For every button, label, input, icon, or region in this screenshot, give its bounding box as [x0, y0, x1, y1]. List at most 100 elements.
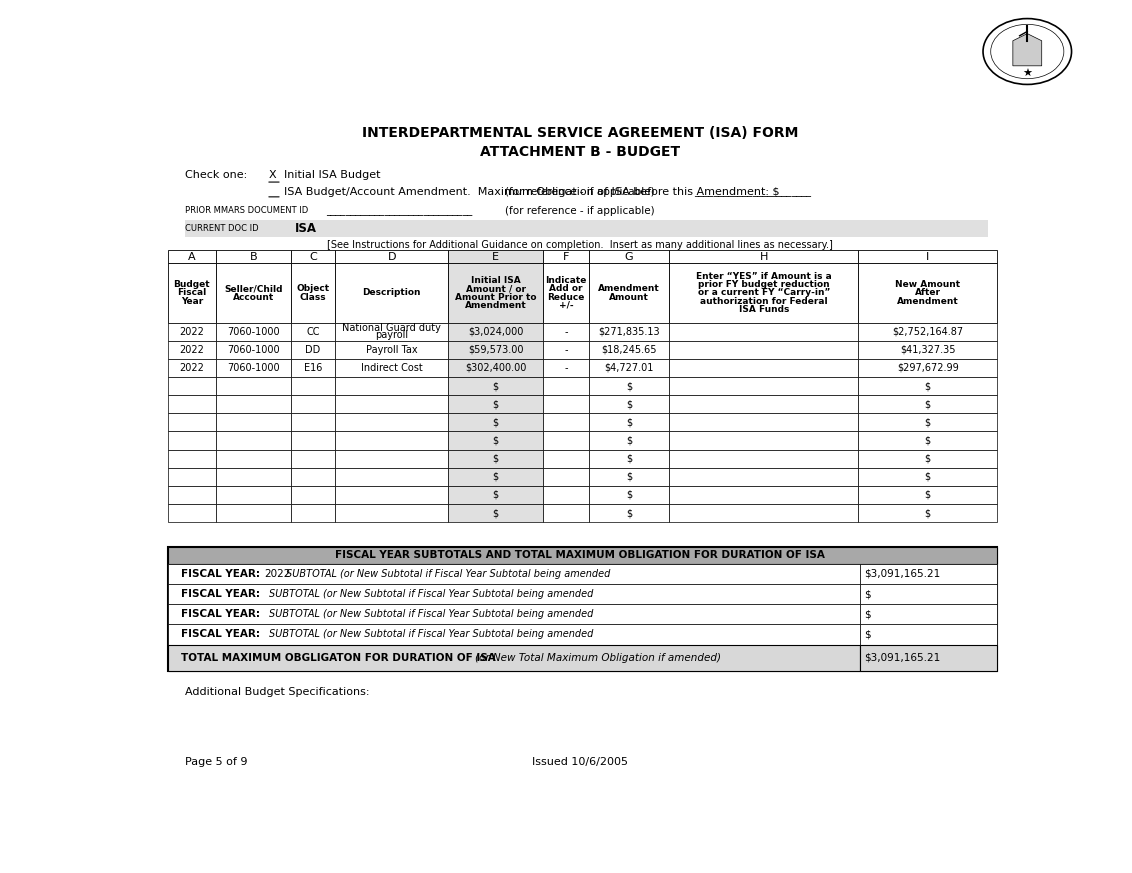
FancyBboxPatch shape [216, 468, 291, 486]
Text: or a current FY “Carry-in”: or a current FY “Carry-in” [697, 288, 830, 298]
FancyBboxPatch shape [669, 359, 858, 377]
Text: FISCAL YEAR:: FISCAL YEAR: [181, 569, 260, 579]
Text: ISA Budget/Account Amendment.  Maximum Obligation of ISA before this Amendment: : ISA Budget/Account Amendment. Maximum Ob… [284, 187, 780, 197]
Text: $: $ [925, 508, 931, 519]
FancyBboxPatch shape [589, 504, 669, 522]
FancyBboxPatch shape [589, 340, 669, 359]
FancyBboxPatch shape [589, 450, 669, 468]
Text: (or New Total Maximum Obligation if amended): (or New Total Maximum Obligation if amen… [475, 653, 721, 663]
Text: ★: ★ [1022, 70, 1032, 79]
FancyBboxPatch shape [448, 250, 543, 264]
FancyBboxPatch shape [335, 322, 448, 340]
Text: $: $ [626, 382, 633, 391]
FancyBboxPatch shape [168, 395, 216, 413]
FancyBboxPatch shape [216, 340, 291, 359]
Text: Indicate: Indicate [546, 277, 586, 285]
Text: $3,091,165.21: $3,091,165.21 [865, 653, 941, 663]
Text: $: $ [492, 382, 499, 391]
Text: Object: Object [297, 285, 329, 293]
Text: Add or: Add or [549, 285, 583, 293]
Text: ISA: ISA [295, 222, 317, 235]
Text: $: $ [925, 382, 931, 391]
Text: $: $ [626, 436, 633, 445]
FancyBboxPatch shape [186, 220, 988, 237]
FancyBboxPatch shape [860, 564, 997, 584]
FancyBboxPatch shape [168, 564, 860, 584]
Text: Description: Description [362, 288, 421, 298]
FancyBboxPatch shape [216, 359, 291, 377]
FancyBboxPatch shape [216, 264, 291, 322]
Text: $18,245.65: $18,245.65 [601, 345, 657, 354]
FancyBboxPatch shape [291, 377, 335, 395]
FancyBboxPatch shape [669, 504, 858, 522]
Text: (for reference - if applicable): (for reference - if applicable) [505, 187, 655, 197]
FancyBboxPatch shape [291, 250, 335, 264]
Text: 7060-1000: 7060-1000 [226, 345, 280, 354]
FancyBboxPatch shape [291, 322, 335, 340]
FancyBboxPatch shape [168, 340, 216, 359]
Text: INTERDEPARTMENTAL SERVICE AGREEMENT (ISA) FORM: INTERDEPARTMENTAL SERVICE AGREEMENT (ISA… [362, 126, 798, 140]
FancyBboxPatch shape [589, 359, 669, 377]
FancyBboxPatch shape [589, 413, 669, 431]
FancyBboxPatch shape [669, 377, 858, 395]
FancyBboxPatch shape [291, 486, 335, 504]
Text: (for reference - if applicable): (for reference - if applicable) [505, 206, 655, 216]
FancyBboxPatch shape [669, 322, 858, 340]
FancyBboxPatch shape [216, 322, 291, 340]
FancyBboxPatch shape [448, 264, 543, 322]
Text: ISA Funds: ISA Funds [739, 305, 789, 313]
FancyBboxPatch shape [669, 264, 858, 322]
Text: 7060-1000: 7060-1000 [226, 363, 280, 373]
Text: New Amount: New Amount [895, 280, 960, 290]
Text: E: E [492, 251, 499, 262]
FancyBboxPatch shape [858, 264, 997, 322]
FancyBboxPatch shape [669, 468, 858, 486]
FancyBboxPatch shape [858, 504, 997, 522]
FancyBboxPatch shape [589, 322, 669, 340]
Text: $: $ [626, 490, 633, 500]
FancyBboxPatch shape [216, 377, 291, 395]
Text: $: $ [925, 417, 931, 428]
Text: X: X [268, 170, 276, 181]
FancyBboxPatch shape [335, 450, 448, 468]
FancyBboxPatch shape [589, 250, 669, 264]
Text: Amendment: Amendment [897, 297, 959, 306]
FancyBboxPatch shape [543, 359, 589, 377]
FancyBboxPatch shape [543, 322, 589, 340]
FancyBboxPatch shape [543, 395, 589, 413]
FancyBboxPatch shape [168, 359, 216, 377]
FancyBboxPatch shape [858, 340, 997, 359]
FancyBboxPatch shape [168, 584, 860, 604]
FancyBboxPatch shape [448, 486, 543, 504]
Text: Reduce: Reduce [548, 292, 585, 301]
Text: CC: CC [306, 327, 319, 337]
FancyBboxPatch shape [291, 450, 335, 468]
FancyBboxPatch shape [291, 468, 335, 486]
Text: I: I [926, 251, 929, 262]
FancyBboxPatch shape [168, 264, 216, 322]
Text: Initial ISA Budget: Initial ISA Budget [284, 170, 381, 181]
FancyBboxPatch shape [860, 604, 997, 624]
FancyBboxPatch shape [448, 468, 543, 486]
FancyBboxPatch shape [858, 322, 997, 340]
Text: $59,573.00: $59,573.00 [468, 345, 523, 354]
Text: $: $ [626, 508, 633, 519]
Text: After: After [915, 288, 941, 298]
Text: $297,672.99: $297,672.99 [897, 363, 959, 373]
FancyBboxPatch shape [448, 359, 543, 377]
Text: 2022: 2022 [180, 345, 204, 354]
FancyBboxPatch shape [669, 340, 858, 359]
Text: FISCAL YEAR SUBTOTALS AND TOTAL MAXIMUM OBLIGATION FOR DURATION OF ISA: FISCAL YEAR SUBTOTALS AND TOTAL MAXIMUM … [335, 551, 825, 560]
FancyBboxPatch shape [543, 264, 589, 322]
FancyBboxPatch shape [291, 264, 335, 322]
FancyBboxPatch shape [168, 624, 860, 644]
Text: Enter “YES” if Amount is a: Enter “YES” if Amount is a [696, 272, 832, 281]
Text: +/-: +/- [559, 300, 574, 310]
Text: -: - [565, 345, 568, 354]
Text: Initial ISA: Initial ISA [471, 277, 521, 285]
FancyBboxPatch shape [216, 450, 291, 468]
FancyBboxPatch shape [543, 450, 589, 468]
FancyBboxPatch shape [216, 504, 291, 522]
FancyBboxPatch shape [335, 504, 448, 522]
FancyBboxPatch shape [858, 431, 997, 450]
